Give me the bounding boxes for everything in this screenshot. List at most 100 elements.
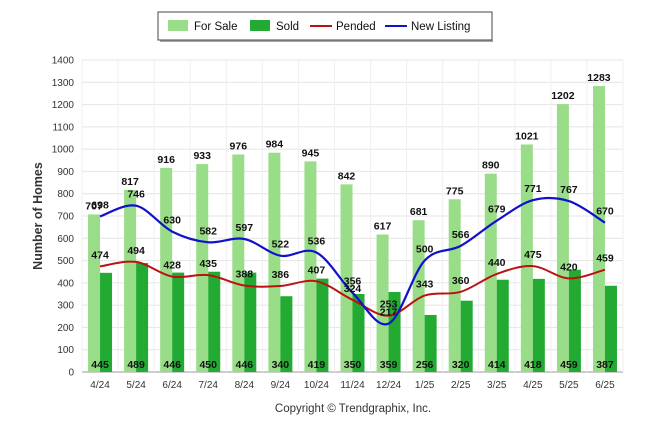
bar-sold-4/25 bbox=[532, 278, 545, 372]
label-sold-7/24: 450 bbox=[199, 359, 217, 371]
label-for-sale-3/25: 890 bbox=[482, 160, 500, 172]
label-for-sale-9/24: 984 bbox=[266, 139, 284, 151]
label-new-listing-4/24: 698 bbox=[91, 199, 109, 211]
x-tick-label: 3/25 bbox=[487, 380, 507, 391]
x-tick-label: 6/24 bbox=[162, 380, 182, 391]
label-sold-9/24: 340 bbox=[272, 359, 290, 371]
label-layer: 707 445 474 698 817 489 494 746 916 446 428 630 933 4… bbox=[85, 72, 614, 371]
label-new-listing-10/24: 536 bbox=[308, 236, 326, 248]
label-new-listing-7/24: 582 bbox=[199, 225, 217, 237]
bar-sold-7/24 bbox=[208, 271, 221, 372]
bar-for-sale-4/24 bbox=[88, 214, 101, 372]
bar-for-sale-12/24 bbox=[376, 234, 389, 372]
x-tick-label: 8/24 bbox=[235, 380, 255, 391]
label-sold-3/25: 414 bbox=[488, 359, 506, 371]
label-new-listing-6/24: 630 bbox=[163, 215, 181, 227]
label-for-sale-1/25: 681 bbox=[410, 206, 428, 218]
x-tick-label: 6/25 bbox=[595, 380, 615, 391]
label-new-listing-2/25: 566 bbox=[452, 229, 470, 241]
bar-for-sale-5/24 bbox=[124, 189, 137, 372]
label-sold-10/24: 419 bbox=[308, 359, 326, 371]
label-pended-4/24: 474 bbox=[91, 249, 109, 261]
bar-sold-5/25 bbox=[568, 269, 581, 372]
label-for-sale-4/25: 1021 bbox=[515, 130, 539, 142]
label-for-sale-12/24: 617 bbox=[374, 220, 392, 232]
bar-for-sale-11/24 bbox=[340, 184, 353, 372]
bar-sold-2/25 bbox=[460, 300, 473, 372]
label-for-sale-6/24: 916 bbox=[157, 154, 175, 166]
label-sold-5/24: 489 bbox=[127, 359, 145, 371]
legend-items: For Sale Sold Pended New Listing bbox=[168, 20, 470, 33]
label-sold-5/25: 459 bbox=[560, 359, 578, 371]
label-for-sale-5/25: 1202 bbox=[551, 90, 575, 102]
line-pended bbox=[99, 260, 606, 317]
label-for-sale-4/24: 707 bbox=[85, 200, 103, 212]
label-pended-8/24: 388 bbox=[236, 269, 254, 281]
x-tick-label: 9/24 bbox=[271, 380, 291, 391]
legend-label-new-listing: New Listing bbox=[411, 21, 470, 33]
label-pended-5/24: 494 bbox=[127, 245, 145, 257]
x-tick-label: 11/24 bbox=[340, 380, 365, 391]
bar-sold-3/25 bbox=[496, 279, 509, 372]
label-pended-10/24: 407 bbox=[308, 264, 326, 276]
x-tick-label: 2/25 bbox=[451, 380, 471, 391]
label-new-listing-3/25: 679 bbox=[488, 204, 506, 216]
y-tick-label: 900 bbox=[57, 167, 74, 178]
label-for-sale-5/24: 817 bbox=[121, 176, 139, 188]
x-tick-label: 7/24 bbox=[198, 380, 218, 391]
x-tick-label: 5/25 bbox=[559, 380, 579, 391]
y-tick-label: 400 bbox=[57, 278, 74, 289]
label-new-listing-9/24: 522 bbox=[272, 239, 290, 251]
label-new-listing-5/25: 767 bbox=[560, 184, 578, 196]
label-for-sale-7/24: 933 bbox=[193, 150, 211, 162]
y-tick-label: 700 bbox=[57, 212, 74, 223]
x-tick-label: 5/24 bbox=[126, 380, 146, 391]
x-tick-label: 4/25 bbox=[523, 380, 543, 391]
label-sold-8/24: 446 bbox=[236, 359, 254, 371]
line-layer bbox=[99, 196, 606, 326]
label-new-listing-8/24: 597 bbox=[236, 222, 254, 234]
label-pended-2/25: 360 bbox=[452, 275, 470, 287]
bar-for-sale-8/24 bbox=[232, 154, 245, 372]
label-pended-1/25: 343 bbox=[416, 279, 434, 291]
legend: For Sale Sold Pended New Listing bbox=[157, 11, 493, 42]
bar-for-sale-6/24 bbox=[160, 167, 173, 372]
line-new-listing bbox=[99, 196, 606, 326]
label-pended-4/25: 475 bbox=[524, 249, 542, 261]
label-new-listing-4/25: 771 bbox=[524, 183, 542, 195]
y-tick-label: 1100 bbox=[52, 122, 74, 133]
label-for-sale-8/24: 976 bbox=[230, 140, 248, 152]
y-tick-label: 0 bbox=[68, 368, 74, 379]
y-tick-label: 600 bbox=[57, 234, 74, 245]
bar-sold-8/24 bbox=[244, 272, 257, 372]
label-new-listing-11/24: 356 bbox=[344, 276, 362, 288]
bar-for-sale-2/25 bbox=[448, 199, 461, 372]
legend-swatch-sold bbox=[250, 20, 270, 31]
label-new-listing-6/25: 670 bbox=[596, 206, 614, 218]
label-sold-2/25: 320 bbox=[452, 359, 470, 371]
bar-sold-6/24 bbox=[172, 272, 185, 372]
y-tick-label: 200 bbox=[57, 323, 74, 334]
label-pended-9/24: 386 bbox=[272, 269, 290, 281]
label-for-sale-11/24: 842 bbox=[338, 170, 356, 182]
label-for-sale-6/25: 1283 bbox=[587, 72, 611, 84]
label-pended-7/24: 435 bbox=[199, 258, 217, 270]
bar-sold-10/24 bbox=[316, 278, 329, 372]
label-sold-6/25: 387 bbox=[596, 359, 614, 371]
bar-sold-1/25 bbox=[424, 314, 437, 372]
y-tick-label: 1200 bbox=[52, 100, 75, 111]
bar-sold-6/25 bbox=[604, 285, 617, 372]
label-pended-5/25: 420 bbox=[560, 261, 578, 273]
bar-sold-11/24 bbox=[352, 294, 365, 372]
x-tick-label: 12/24 bbox=[376, 380, 401, 391]
label-pended-6/24: 428 bbox=[163, 260, 181, 272]
legend-label-for-sale: For Sale bbox=[194, 21, 237, 33]
bar-for-sale-9/24 bbox=[268, 152, 281, 372]
bar-for-sale-5/25 bbox=[556, 104, 569, 372]
bar-sold-9/24 bbox=[280, 296, 293, 372]
label-pended-12/24: 253 bbox=[380, 299, 398, 311]
y-tick-label: 800 bbox=[57, 189, 74, 200]
bar-for-sale-1/25 bbox=[412, 220, 425, 372]
x-tick-label: 10/24 bbox=[304, 380, 329, 391]
